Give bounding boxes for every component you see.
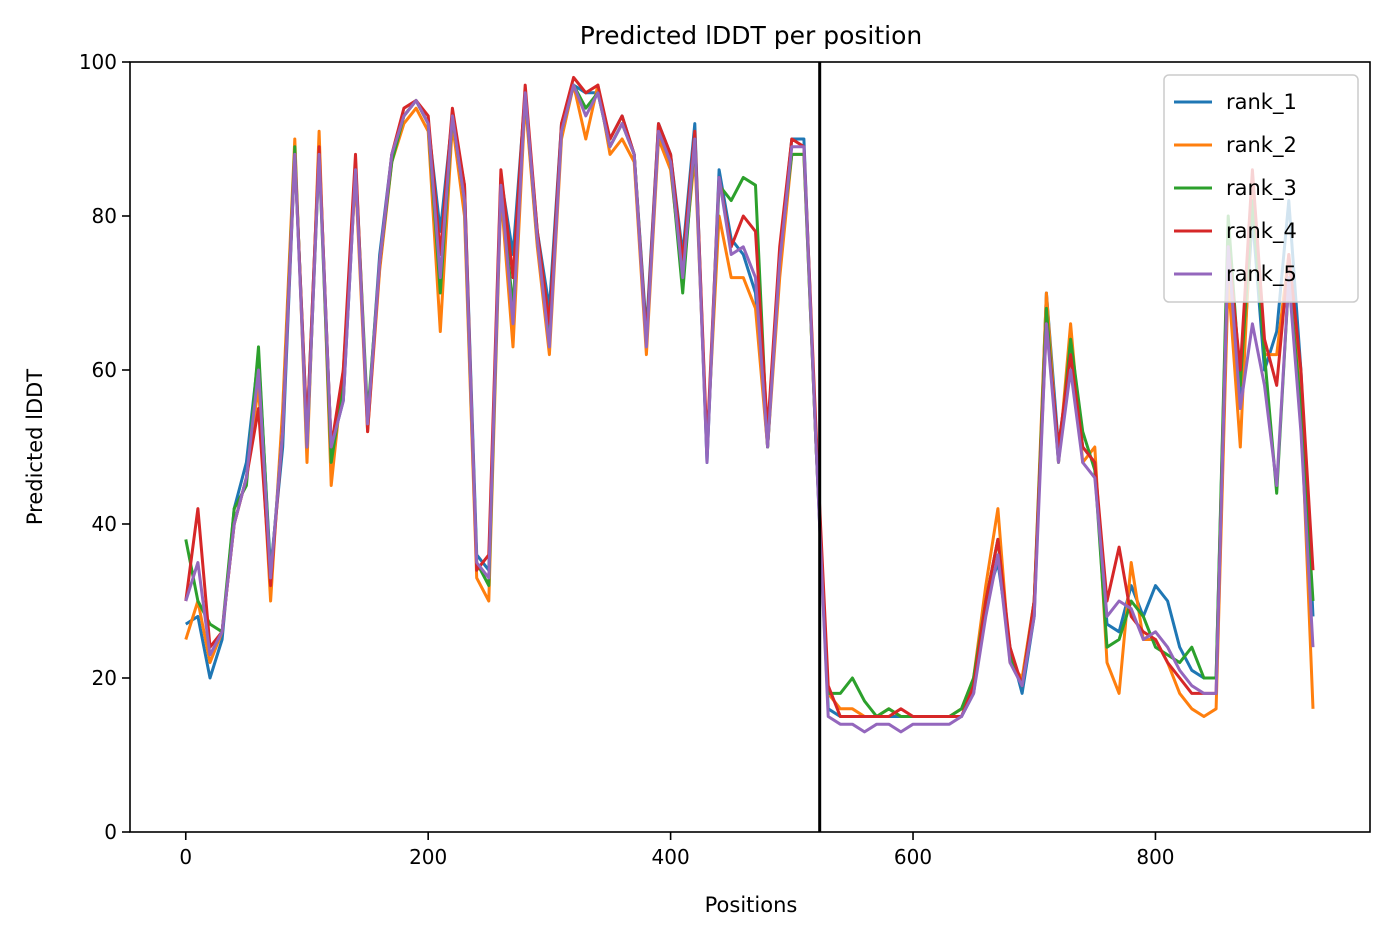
y-tick-label: 80 bbox=[92, 204, 117, 228]
axes-frame bbox=[129, 61, 1371, 833]
x-tick-label: 200 bbox=[409, 845, 447, 869]
axes: 0 200 400 600 800 0 20 40 60 80 100 bbox=[79, 50, 1371, 869]
y-tick-label: 0 bbox=[104, 820, 117, 844]
legend-box bbox=[1163, 74, 1359, 303]
y-tick-label: 60 bbox=[92, 358, 117, 382]
x-tick-label: 600 bbox=[894, 845, 932, 869]
legend-label-rank_3: rank_3 bbox=[1226, 176, 1297, 201]
legend-label-rank_1: rank_1 bbox=[1226, 90, 1297, 115]
x-tick-label: 800 bbox=[1136, 845, 1174, 869]
legend: rank_1 rank_2 rank_3 rank_4 rank_5 bbox=[1163, 74, 1359, 303]
x-tick-label: 0 bbox=[179, 845, 192, 869]
chart-title: Predicted lDDT per position bbox=[580, 21, 922, 50]
y-tick-label: 40 bbox=[92, 512, 117, 536]
y-tick-label: 100 bbox=[79, 50, 117, 74]
legend-label-rank_2: rank_2 bbox=[1226, 133, 1297, 158]
plot-area bbox=[184, 62, 1315, 832]
series-line-rank_5 bbox=[184, 83, 1315, 734]
x-tick-label: 400 bbox=[652, 845, 690, 869]
y-axis-title: Predicted lDDT bbox=[23, 369, 47, 525]
y-tick-label: 20 bbox=[92, 666, 117, 690]
legend-label-rank_5: rank_5 bbox=[1226, 262, 1297, 287]
x-axis-title: Positions bbox=[705, 893, 798, 917]
legend-label-rank_4: rank_4 bbox=[1226, 219, 1297, 244]
